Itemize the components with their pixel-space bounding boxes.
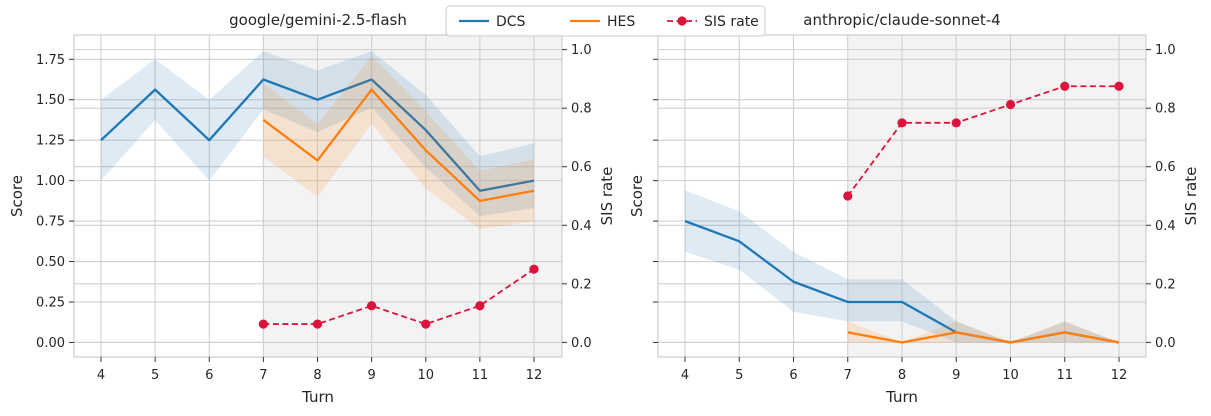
- x-tick-label: 5: [151, 368, 159, 383]
- legend-marker: [677, 16, 687, 26]
- x-tick-label: 10: [1002, 368, 1019, 383]
- y2-axis-label: SIS rate: [598, 167, 616, 226]
- x-tick-label: 4: [681, 368, 689, 383]
- x-tick-label: 12: [1111, 368, 1128, 383]
- x-tick-label: 4: [97, 368, 105, 383]
- y-axis-label: Score: [628, 175, 646, 217]
- x-tick-label: 9: [952, 368, 960, 383]
- y2-tick-label: 0.0: [1155, 336, 1176, 351]
- sis-rate-line: [847, 85, 1119, 197]
- y-axis-label: Score: [8, 175, 26, 217]
- sis-rate-point: [421, 319, 431, 329]
- legend-label: HES: [607, 14, 635, 30]
- chart-panel-1: 4 5 6 7 8 9 10 11 12 0.00 0.25 0.50 0.75 1.00 1.25 1.50…: [8, 11, 616, 406]
- post-intervention-shading: [847, 35, 1146, 357]
- y2-tick-label: 0.4: [571, 219, 592, 234]
- chart-title: anthropic/claude-sonnet-4: [803, 11, 1000, 29]
- legend-item-dcs: DCS: [459, 14, 526, 30]
- hes-line: [262, 88, 535, 203]
- x-tick-label: 7: [259, 368, 267, 383]
- dcs-confidence-band: [101, 51, 534, 217]
- dcs-line: [100, 78, 535, 192]
- sis-rate-point: [312, 319, 323, 329]
- x-tick-label: 11: [472, 368, 489, 383]
- sis-rate-point: [258, 319, 268, 329]
- legend-box: [445, 5, 766, 37]
- y-tick-label: 1.75: [36, 53, 65, 68]
- hes-confidence-band: [263, 56, 534, 230]
- y2-tick-label: 1.0: [1155, 43, 1176, 58]
- y2-tick-label: 0.8: [1155, 102, 1176, 117]
- legend-item-hes: HES: [570, 14, 635, 30]
- dcs-confidence-band: [685, 190, 1119, 343]
- sis-rate-point: [1060, 81, 1070, 91]
- chart-title: google/gemini-2.5-flash: [229, 11, 407, 29]
- sis-rate-point: [475, 301, 485, 311]
- sis-rate-point: [897, 118, 907, 128]
- y2-tick-label: 0.6: [571, 160, 592, 175]
- y2-tick-label: 0.6: [1155, 160, 1176, 175]
- sis-rate-point: [1114, 81, 1124, 91]
- x-tick-label: 6: [205, 368, 213, 383]
- x-tick-label: 8: [898, 368, 906, 383]
- legend-item-sis-rate: SIS rate: [667, 14, 759, 30]
- legend-label: DCS: [496, 14, 526, 30]
- sis-rate-point: [951, 118, 961, 128]
- y2-tick-label: 0.0: [571, 336, 592, 351]
- y2-tick-label: 0.8: [571, 102, 592, 117]
- hes-line: [847, 331, 1120, 344]
- x-tick-label: 11: [1056, 368, 1073, 383]
- x-axis-label: Turn: [301, 388, 334, 406]
- x-tick-label: 8: [313, 368, 321, 383]
- x-tick-label: 7: [844, 368, 852, 383]
- y2-axis-label: SIS rate: [1182, 167, 1200, 226]
- y-tick-label: 1.25: [36, 134, 65, 149]
- x-tick-label: 10: [417, 368, 434, 383]
- sis-rate-point: [529, 264, 539, 274]
- y-tick-label: 0.50: [36, 255, 65, 270]
- y2-tick-label: 0.4: [1155, 219, 1176, 234]
- x-tick-label: 9: [367, 368, 375, 383]
- chart-panel-2: 4 5 6 7 8 9 10 11 12 0.0 0.2 0.4 0.6 0.8 1.0 anthropic/…: [628, 11, 1200, 406]
- legend-label: SIS rate: [704, 14, 759, 30]
- sis-rate-point: [367, 301, 377, 311]
- y2-tick-label: 1.0: [571, 43, 592, 58]
- x-axis-label: Turn: [885, 388, 918, 406]
- legend: DCS HES SIS rate: [445, 5, 766, 37]
- y-tick-label: 1.00: [36, 174, 65, 189]
- x-tick-label: 6: [789, 368, 797, 383]
- plot-area: [100, 51, 539, 329]
- sis-rate-point: [843, 191, 853, 201]
- y-tick-label: 0.75: [36, 215, 65, 230]
- hes-confidence-band: [847, 321, 1119, 343]
- y2-tick-label: 0.2: [571, 277, 592, 292]
- y-tick-label: 0.00: [36, 336, 65, 351]
- sis-rate-point: [1005, 99, 1016, 110]
- x-tick-label: 5: [735, 368, 743, 383]
- plot-area: [684, 81, 1124, 344]
- y2-tick-label: 0.2: [1155, 277, 1176, 292]
- post-intervention-shading: [263, 35, 562, 357]
- x-tick-label: 12: [526, 368, 543, 383]
- y-tick-label: 0.25: [36, 295, 65, 310]
- y-tick-label: 1.50: [36, 93, 65, 108]
